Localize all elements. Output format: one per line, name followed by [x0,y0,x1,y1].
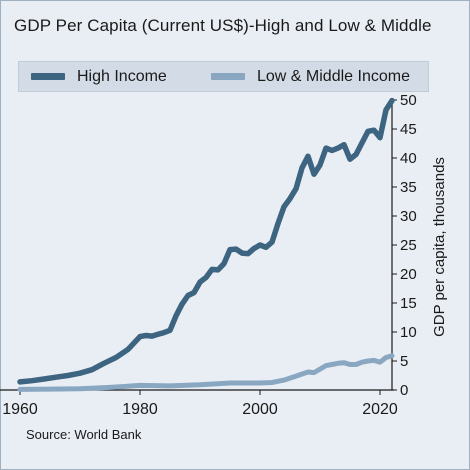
legend-swatch-low-middle-income [211,73,245,80]
chart-legend: High Income Low & Middle Income [18,61,429,92]
y-axis-ticks: 0 5 10 15 20 25 30 35 40 45 50 [392,92,417,399]
y-tick-label: 45 [400,121,417,138]
y-tick-label: 40 [400,150,417,167]
y-tick-label: 50 [400,92,417,109]
source-note: Source: World Bank [26,427,142,442]
legend-label-high-income: High Income [77,67,167,85]
legend-label-low-middle-income: Low & Middle Income [257,67,410,85]
x-tick-label: 1960 [2,401,38,418]
legend-swatch-high-income [31,73,65,80]
x-tick-label: 2000 [242,401,278,418]
y-tick-label: 30 [400,208,417,225]
y-tick-label: 35 [400,179,417,196]
chart-title: GDP Per Capita (Current US$)-High and Lo… [14,16,432,35]
y-tick-label: 10 [400,324,417,341]
legend-item-low-middle-income: Low & Middle Income [211,62,410,91]
legend-item-high-income: High Income [31,62,167,91]
series-line-low-middle-income [17,353,395,392]
y-tick-label: 15 [400,295,417,312]
y-tick-label: 25 [400,237,417,254]
y-tick-label: 0 [400,382,408,399]
x-tick-label: 1980 [122,401,158,418]
y-axis-label: GDP per capita, thousands [431,157,448,337]
x-tick-label: 2020 [362,401,398,418]
x-axis-ticks: 1960 1980 2000 2020 [2,390,398,418]
series-line-high-income [17,97,395,385]
series-group [17,97,395,392]
y-tick-label: 5 [400,353,408,370]
y-tick-label: 20 [400,266,417,283]
